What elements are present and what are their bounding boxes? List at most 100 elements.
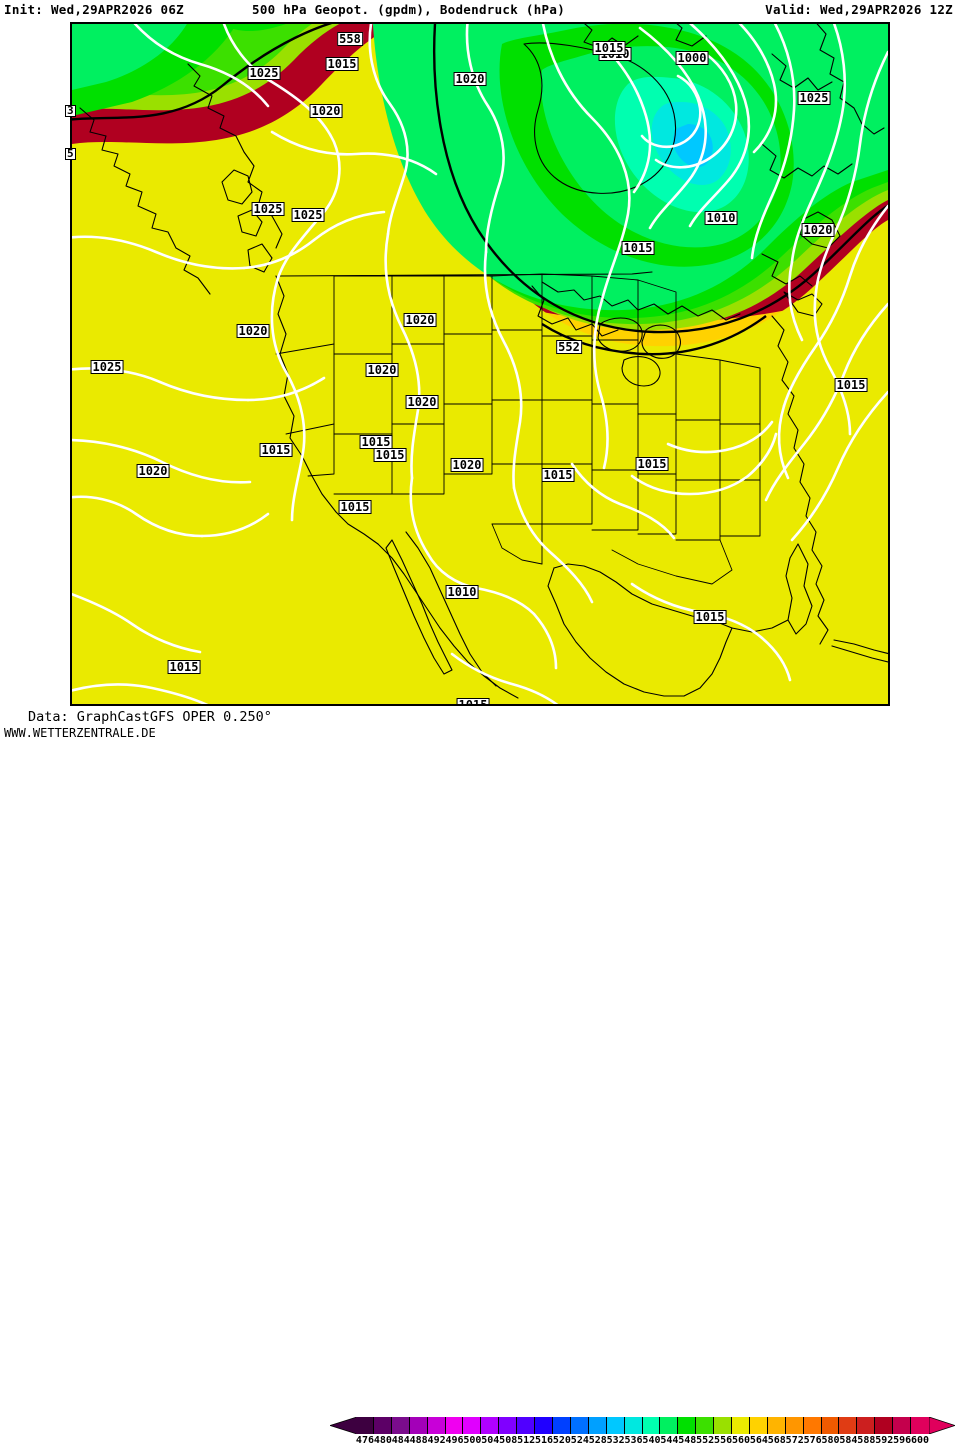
colorbar-cell xyxy=(409,1417,428,1434)
colorbar-cell xyxy=(517,1417,536,1434)
colorbar-cell xyxy=(588,1417,607,1434)
geopotential-contour-label: 552 xyxy=(556,340,582,354)
pressure-contour-label: 1015 xyxy=(635,457,669,471)
colorbar-tick: 564 xyxy=(749,1435,768,1446)
colorbar-tick-labels: 476 480 484 488 492 496 500 504 508 512 516 520 524 5… xyxy=(330,1434,955,1447)
colorbar-cell xyxy=(893,1417,912,1434)
colorbar-tick: 492 xyxy=(427,1435,446,1446)
chart-title: 500 hPa Geopot. (gpdm), Bodendruck (hPa) xyxy=(252,2,566,17)
pressure-contour-label: 1020 xyxy=(453,72,487,86)
colorbar-cell xyxy=(821,1417,840,1434)
colorbar-cell xyxy=(552,1417,571,1434)
edge-contour-label: 3 xyxy=(65,104,76,117)
pressure-contour-label: 1020 xyxy=(405,395,439,409)
colorbar-tick: 476 xyxy=(355,1435,374,1446)
colorbar-tick: 504 xyxy=(481,1435,500,1446)
pressure-contour-label: 1025 xyxy=(797,91,831,105)
colorbar-tick: 488 xyxy=(409,1435,428,1446)
colorbar-cell xyxy=(427,1417,446,1434)
colorbar-cell xyxy=(535,1417,553,1434)
colorbar-cells xyxy=(356,1417,929,1434)
pressure-contour-label: 1020 xyxy=(236,324,270,338)
colorbar-cell xyxy=(875,1417,894,1434)
pressure-contour-label: 1015 xyxy=(338,500,372,514)
footer-bar: Data: GraphCastGFS OPER 0.250° WWW.WETTE… xyxy=(0,706,959,1446)
colorbar-cell xyxy=(660,1417,679,1434)
colorbar-cell xyxy=(785,1417,804,1434)
colorbar-tick: 568 xyxy=(767,1435,786,1446)
colorbar-tick: 516 xyxy=(534,1435,554,1446)
colorbar-under-arrow xyxy=(330,1417,357,1434)
colorbar-tick: 528 xyxy=(588,1435,607,1446)
colorbar-cell xyxy=(570,1417,589,1434)
pressure-contour-label: 1015 xyxy=(621,241,655,255)
colorbar-tick: 520 xyxy=(552,1435,571,1446)
colorbar-tick: 480 xyxy=(373,1435,392,1446)
colorbar-cell xyxy=(714,1417,733,1434)
colorbar-tick: 552 xyxy=(696,1435,715,1446)
pressure-contour-label: 1020 xyxy=(450,458,484,472)
weather-map[interactable]: 1015 1025 1020 1020 1010 1000 1015 1025 1025 1025… xyxy=(70,22,890,706)
pressure-contour-label: 1015 xyxy=(592,41,626,55)
colorbar-over-arrow xyxy=(929,1417,955,1434)
colorbar-tick: 556 xyxy=(714,1435,733,1446)
colorbar-tick: 548 xyxy=(678,1435,697,1446)
colorbar-tick: 544 xyxy=(660,1435,679,1446)
pressure-contour-label: 1015 xyxy=(373,448,407,462)
data-source-label: Data: GraphCastGFS OPER 0.250° xyxy=(28,709,272,725)
colorbar-cell xyxy=(767,1417,786,1434)
colorbar-tick: 560 xyxy=(731,1435,751,1446)
pressure-contour-label: 1000 xyxy=(675,51,709,65)
colorbar-cell xyxy=(696,1417,715,1434)
colorbar-cell xyxy=(642,1417,661,1434)
pressure-contour-label: 1015 xyxy=(325,57,359,71)
init-time-label: Init: Wed,29APR2026 06Z xyxy=(4,2,184,17)
pressure-contour-label: 1015 xyxy=(259,443,293,457)
colorbar-cell xyxy=(373,1417,392,1434)
geopotential-contour-label: 558 xyxy=(337,32,363,46)
colorbar-tick: 540 xyxy=(642,1435,661,1446)
colorbar-tick: 592 xyxy=(875,1435,894,1446)
pressure-contour-label: 1015 xyxy=(359,435,393,449)
website-label: WWW.WETTERZENTRALE.DE xyxy=(4,726,156,740)
colorbar-tick: 484 xyxy=(391,1435,410,1446)
pressure-contour-label: 1020 xyxy=(136,464,170,478)
pressure-contour-label: 1015 xyxy=(834,378,868,392)
pressure-contour-label: 1010 xyxy=(704,211,738,225)
colorbar-cell xyxy=(481,1417,500,1434)
pressure-contour-label: 1025 xyxy=(90,360,124,374)
colorbar-tick: 584 xyxy=(839,1435,858,1446)
pressure-contour-label: 1020 xyxy=(365,363,399,377)
colorbar-cell xyxy=(732,1417,750,1434)
header-bar: Init: Wed,29APR2026 06Z 500 hPa Geopot. … xyxy=(0,0,959,20)
pressure-contour-label: 1015 xyxy=(456,698,490,704)
valid-time-label: Valid: Wed,29APR2026 12Z xyxy=(765,2,953,17)
colorbar-cell xyxy=(803,1417,822,1434)
pressure-contour-label: 1015 xyxy=(693,610,727,624)
pressure-contour-label: 1015 xyxy=(167,660,201,674)
colorbar-cell xyxy=(749,1417,768,1434)
pressure-contour-label: 1020 xyxy=(309,104,343,118)
colorbar-cell xyxy=(857,1417,876,1434)
colorbar-tick: 572 xyxy=(785,1435,804,1446)
pressure-contour-label: 1025 xyxy=(247,66,281,80)
colorbar-tick: 536 xyxy=(624,1435,643,1446)
colorbar-tick: 596 xyxy=(893,1435,912,1446)
colorbar-tick: 508 xyxy=(499,1435,518,1446)
colorbar-cell xyxy=(445,1417,464,1434)
pressure-contour-label: 1020 xyxy=(801,223,835,237)
colorbar-tick: 532 xyxy=(606,1435,625,1446)
colorbar-tick: 496 xyxy=(445,1435,464,1446)
map-canvas xyxy=(72,24,888,704)
colorbar-cell xyxy=(678,1417,697,1434)
colorbar-cell xyxy=(356,1417,374,1434)
colorbar: 476 480 484 488 492 496 500 504 508 512 516 520 524 5… xyxy=(330,1417,955,1447)
colorbar-cell xyxy=(391,1417,410,1434)
colorbar-cell xyxy=(624,1417,643,1434)
colorbar-cell xyxy=(839,1417,858,1434)
colorbar-cell xyxy=(606,1417,625,1434)
colorbar-cell xyxy=(499,1417,518,1434)
colorbar-cell xyxy=(463,1417,482,1434)
colorbar-tick: 500 xyxy=(463,1435,482,1446)
pressure-contour-label: 1015 xyxy=(541,468,575,482)
